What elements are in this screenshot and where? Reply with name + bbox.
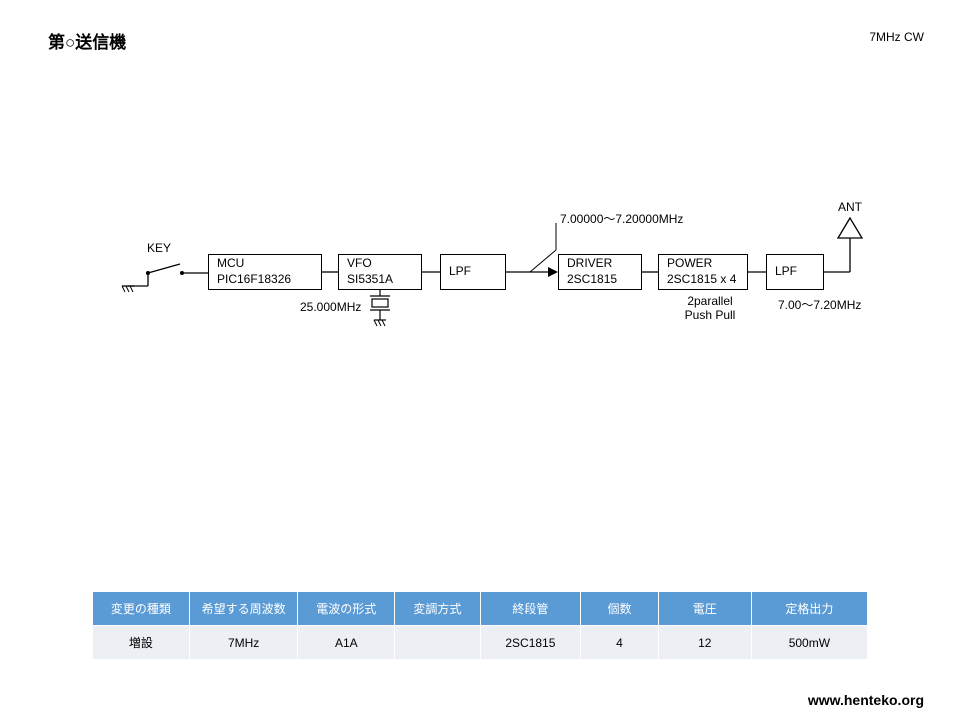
table-header: 電圧: [658, 592, 751, 626]
crystal-icon: [362, 290, 398, 332]
footer-url: www.henteko.org: [808, 692, 924, 708]
table-cell: [395, 626, 480, 660]
xtal-freq-label: 25.000MHz: [300, 300, 361, 314]
table-header: 変調方式: [395, 592, 480, 626]
table-header: 終段管: [480, 592, 581, 626]
table-cell: 2SC1815: [480, 626, 581, 660]
table-cell: 増設: [93, 626, 190, 660]
table-header: 希望する周波数: [189, 592, 298, 626]
table-cell: 500mW: [751, 626, 867, 660]
power-note1: 2parallel: [680, 294, 740, 308]
power-note2: Push Pull: [680, 308, 740, 322]
connector-lines: [0, 0, 960, 400]
table-header: 個数: [581, 592, 659, 626]
ant-label: ANT: [838, 200, 862, 214]
table-cell: 4: [581, 626, 659, 660]
table-header: 定格出力: [751, 592, 867, 626]
table-cell: A1A: [298, 626, 395, 660]
table-row: 増設7MHzA1A 2SC1815412500mW: [93, 626, 868, 660]
table-cell: 12: [658, 626, 751, 660]
spec-table: 変更の種類希望する周波数電波の形式変調方式終段管個数電圧定格出力 増設7MHzA…: [92, 591, 868, 660]
table-header: 電波の形式: [298, 592, 395, 626]
lpf2-range-label: 7.00～7.20MHz: [778, 296, 861, 313]
table-cell: 7MHz: [189, 626, 298, 660]
driver-range-label: 7.00000～7.20000MHz: [560, 210, 683, 227]
table-header: 変更の種類: [93, 592, 190, 626]
